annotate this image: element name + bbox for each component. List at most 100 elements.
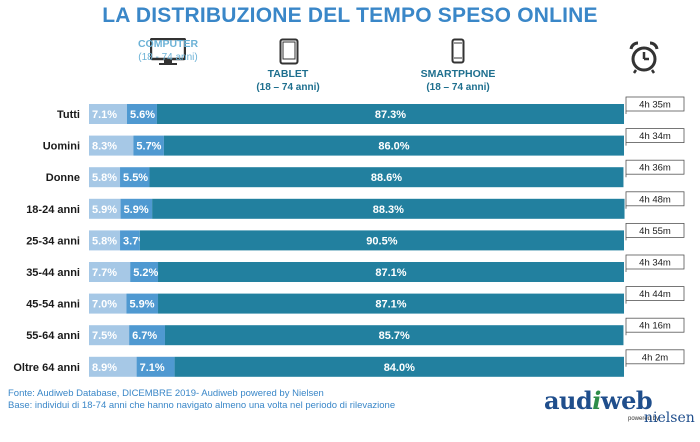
data-label: 86.0% — [378, 141, 409, 153]
category-label: 25-34 anni — [26, 235, 80, 247]
time-spent-label: 4h 36m — [639, 163, 671, 174]
category-label: 35-44 anni — [26, 267, 80, 279]
data-label: 5.5% — [123, 172, 148, 184]
time-spent-box — [625, 317, 685, 333]
tablet-icon — [279, 38, 299, 65]
data-label: 84.0% — [384, 362, 415, 374]
bar-segment-computer — [89, 167, 121, 188]
data-label: 7.0% — [92, 299, 117, 311]
time-spent-label: 4h 34m — [639, 131, 671, 142]
time-spent-box — [625, 159, 685, 175]
data-label: 90.5% — [366, 235, 397, 247]
legend-computer-name: COMPUTER — [137, 38, 199, 50]
legend-tablet: TABLET (18 – 74 anni) — [243, 68, 333, 94]
bar-segment-tablet — [126, 293, 159, 314]
source-line: Fonte: Audiweb Database, DICEMBRE 2019- … — [8, 388, 324, 399]
logo-wordmark: audiweb — [544, 386, 653, 415]
legend-smartphone: SMARTPHONE (18 – 74 anni) — [403, 68, 513, 94]
bar-segment-smartphone — [174, 356, 624, 377]
data-label: 88.3% — [373, 204, 404, 216]
bar-segment-smartphone — [149, 167, 624, 188]
time-spent-label: 4h 35m — [639, 100, 671, 111]
bar-segment-computer — [89, 293, 127, 314]
data-label: 5.9% — [92, 204, 117, 216]
bar-segment-computer — [89, 356, 137, 377]
data-label: 5.6% — [130, 109, 155, 121]
legend-tablet-name: TABLET — [267, 68, 309, 80]
data-label: 5.7% — [136, 141, 161, 153]
bar-segment-tablet — [120, 230, 140, 251]
legend-smartphone-range: (18 – 74 anni) — [426, 82, 490, 93]
bar-segment-tablet — [129, 325, 165, 346]
bar-segment-computer — [89, 135, 134, 156]
page-title: LA DISTRIBUZIONE DEL TEMPO SPESO ONLINE — [102, 4, 598, 27]
logo-powered-by: powered by — [628, 416, 660, 422]
bar-segment-smartphone — [139, 230, 624, 251]
bar-segment-computer — [89, 262, 131, 282]
bar-segment-tablet — [120, 167, 150, 188]
category-label: Donne — [46, 172, 80, 184]
time-spent-label: 4h 48m — [639, 194, 671, 205]
data-label: 87.3% — [375, 109, 406, 121]
legend-computer: COMPUTER (18 - 74 anni) — [118, 38, 218, 64]
source-note: Fonte: Audiweb Database, DICEMBRE 2019- … — [8, 388, 395, 412]
data-label: 88.6% — [371, 172, 402, 184]
time-spent-box — [625, 286, 685, 302]
bar-segment-computer — [89, 230, 121, 251]
legend-tablet-range: (18 – 74 anni) — [256, 82, 320, 93]
data-label: 7.5% — [92, 330, 117, 342]
time-spent-box — [625, 349, 685, 365]
data-label: 87.1% — [375, 299, 406, 311]
data-label: 7.1% — [92, 109, 117, 121]
bar-segment-computer — [89, 325, 130, 346]
bar-segment-tablet — [126, 104, 157, 124]
bar-segment-smartphone — [164, 325, 624, 346]
time-spent-box — [625, 222, 685, 238]
data-label: 8.3% — [92, 141, 117, 153]
data-label: 5.8% — [92, 235, 117, 247]
data-label: 85.7% — [379, 330, 410, 342]
time-spent-box — [625, 128, 685, 144]
data-label: 5.9% — [124, 204, 149, 216]
data-label: 87.1% — [375, 267, 406, 279]
time-spent-box — [625, 96, 685, 112]
time-spent-label: 4h 34m — [639, 258, 671, 269]
bar-segment-smartphone — [163, 135, 624, 156]
bar-segment-smartphone — [158, 293, 624, 314]
time-spent-label: 4h 2m — [642, 352, 668, 363]
stacked-bar-chart: Tutti 7.1% 5.6% 87.3% 4h 35m Uomini 8.3% 5.7% 86… — [13, 96, 685, 377]
time-spent-label: 4h 16m — [639, 321, 671, 332]
base-line: Base: individui di 18-74 anni che hanno … — [8, 400, 396, 411]
bar-segment-computer — [89, 198, 121, 219]
data-label: 5.9% — [129, 299, 154, 311]
data-label: 7.1% — [140, 362, 165, 374]
legend-computer-range: (18 - 74 anni) — [138, 52, 198, 63]
time-spent-label: 4h 55m — [639, 226, 671, 237]
time-spent-box — [625, 191, 685, 207]
category-label: 45-54 anni — [26, 299, 80, 311]
bar-segment-computer — [89, 104, 127, 124]
time-spent-label: 4h 44m — [639, 289, 671, 300]
bar-segment-smartphone — [158, 262, 624, 282]
bar-segment-tablet — [130, 262, 159, 282]
data-label: 5.8% — [92, 172, 117, 184]
legend-smartphone-name: SMARTPHONE — [420, 68, 496, 80]
bar-segment-smartphone — [156, 104, 624, 124]
time-spent-box — [625, 254, 685, 270]
bar-segment-tablet — [133, 135, 164, 156]
category-label: Oltre 64 anni — [13, 362, 80, 374]
monitor-icon — [150, 38, 186, 65]
category-label: 55-64 anni — [26, 330, 80, 342]
bar-segment-tablet — [136, 356, 175, 377]
data-label: 8.9% — [92, 362, 117, 374]
category-label: Uomini — [43, 141, 80, 153]
audiweb-logo: audiweb powered by nielsen — [540, 384, 695, 434]
bar-segment-tablet — [120, 198, 153, 219]
data-label: 5.2% — [133, 267, 158, 279]
data-label: 7.7% — [92, 267, 117, 279]
alarm-clock-icon — [629, 41, 659, 74]
category-label: Tutti — [57, 109, 80, 121]
bar-segment-smartphone — [152, 198, 625, 219]
smartphone-icon — [451, 38, 465, 64]
logo-partner: nielsen — [644, 410, 695, 426]
